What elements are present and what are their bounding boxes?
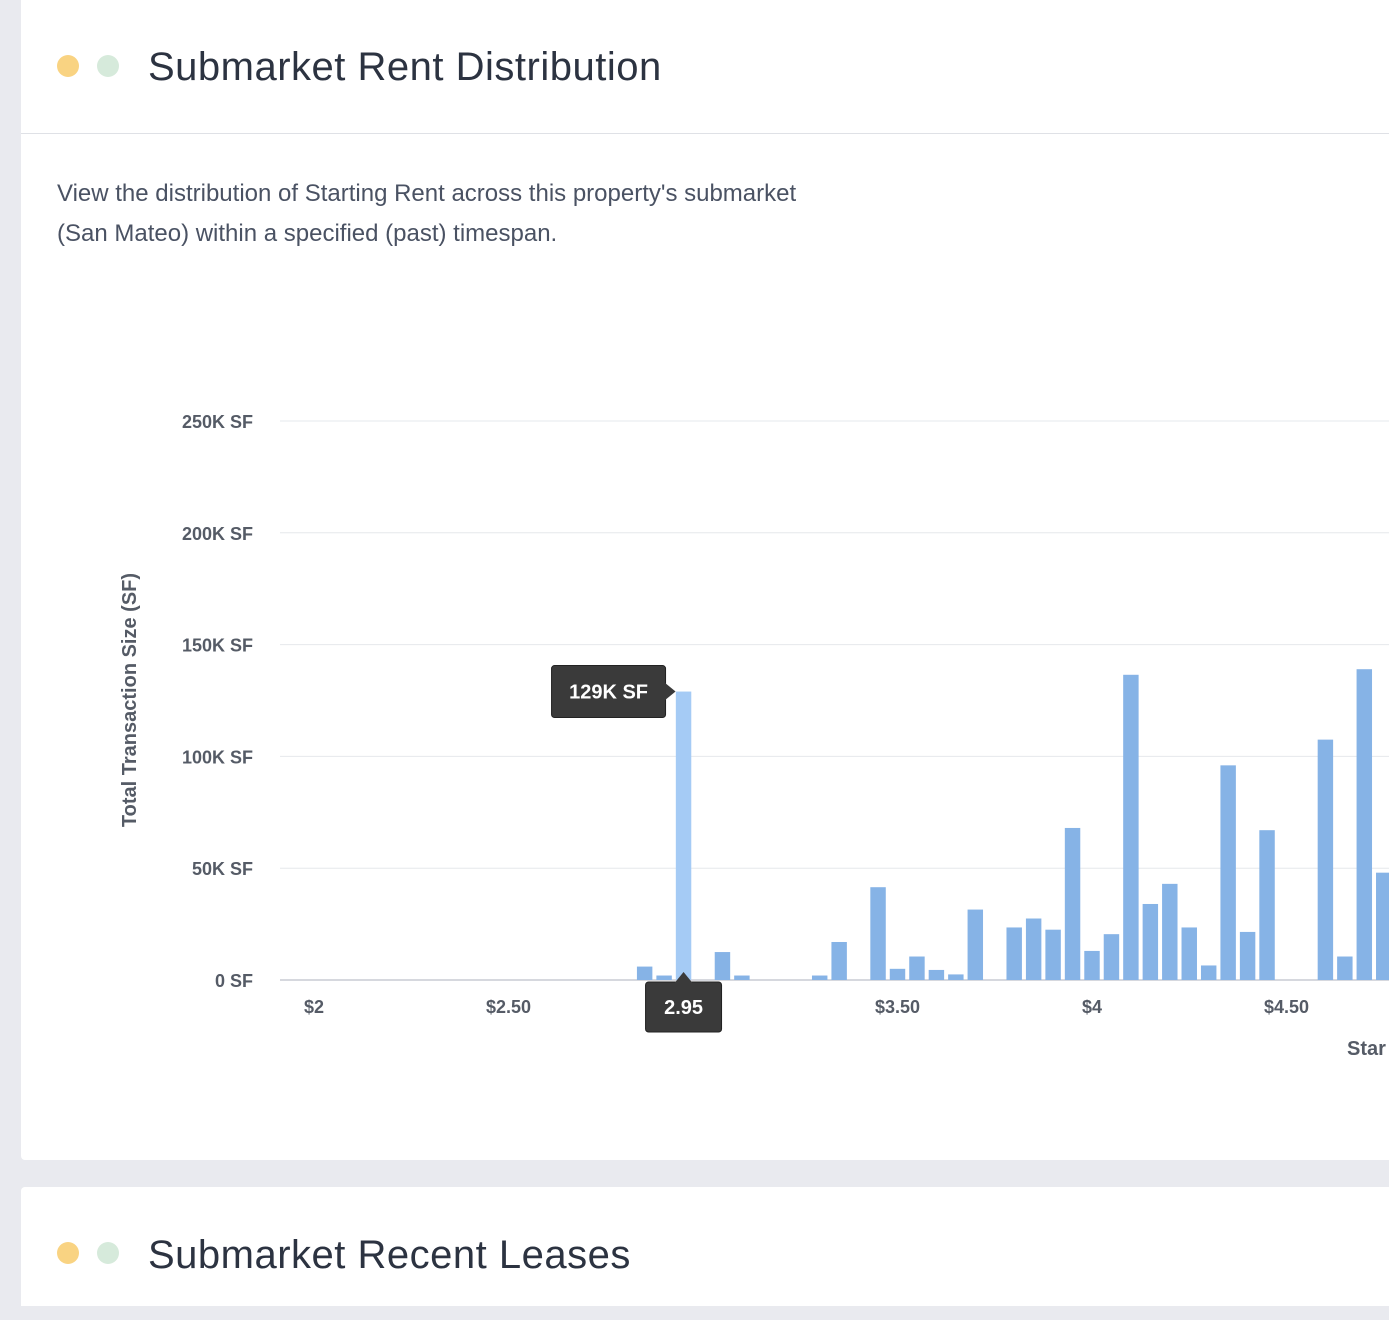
histogram-bar[interactable]: [1103, 934, 1120, 980]
x-tick-label: $3.50: [875, 997, 920, 1017]
histogram-bar[interactable]: [1162, 883, 1178, 980]
histogram-bar[interactable]: [1239, 931, 1256, 980]
histogram-bar[interactable]: [1200, 965, 1217, 980]
histogram-bar[interactable]: [811, 975, 828, 980]
rent-distribution-card: Submarket Rent Distribution View the dis…: [21, 0, 1389, 1160]
histogram-bar[interactable]: [889, 968, 906, 980]
x-axis-title: Star: [1347, 1038, 1386, 1060]
section-title: Submarket Recent Leases: [148, 1233, 631, 1277]
histogram-bar[interactable]: [909, 956, 925, 980]
histogram-bar[interactable]: [656, 975, 672, 980]
y-tick-label: 150K SF: [182, 636, 253, 656]
card-header: Submarket Recent Leases: [21, 1187, 1389, 1320]
histogram-bar[interactable]: [1181, 927, 1197, 980]
histogram-bar[interactable]: [1317, 739, 1334, 980]
value-tooltip-label: 129K SF: [569, 682, 648, 704]
x-tick-label: $2.50: [486, 997, 531, 1017]
histogram-bar[interactable]: [1356, 669, 1373, 980]
value-tooltip: 129K SF: [551, 665, 676, 719]
y-tick-label: 50K SF: [192, 859, 253, 879]
histogram-bar[interactable]: [1123, 674, 1139, 980]
histogram-bar[interactable]: [1064, 827, 1081, 980]
histogram-bar[interactable]: [948, 974, 964, 980]
histogram-bar[interactable]: [714, 952, 731, 980]
histogram-bar[interactable]: [1337, 956, 1353, 980]
section-description: View the distribution of Starting Rent a…: [57, 180, 797, 247]
status-dot-green: [97, 55, 119, 77]
x-value-tooltip-label: 2.95: [664, 997, 703, 1019]
rent-distribution-chart: 0 SF 50K SF 100K SF 150K SF 200K SF 250K SF $2…: [119, 412, 1389, 1060]
recent-leases-card: Submarket Recent Leases: [21, 1187, 1389, 1306]
x-value-tooltip: 2.95: [645, 972, 723, 1033]
y-tick-label: 100K SF: [182, 747, 253, 767]
y-axis-title: Total Transaction Size (SF): [119, 573, 141, 827]
histogram-bar[interactable]: [967, 909, 984, 980]
histogram-bar[interactable]: [636, 966, 653, 980]
card-header: Submarket Rent Distribution: [21, 0, 1389, 134]
x-tick-label: $2: [304, 997, 324, 1017]
y-tick-label: 250K SF: [182, 412, 253, 432]
histogram-bar[interactable]: [1045, 929, 1061, 980]
histogram-bar[interactable]: [1376, 872, 1389, 980]
status-dot-yellow: [57, 1242, 79, 1264]
histogram-bar[interactable]: [675, 691, 692, 980]
histogram-bar[interactable]: [1084, 950, 1100, 980]
histogram-bar[interactable]: [1006, 927, 1022, 980]
histogram-bar[interactable]: [1220, 765, 1236, 980]
histogram-bar[interactable]: [870, 887, 886, 980]
section-title: Submarket Rent Distribution: [148, 45, 662, 89]
histogram-bar[interactable]: [928, 969, 945, 980]
histogram-bar[interactable]: [1259, 830, 1275, 980]
histogram-bar[interactable]: [734, 975, 750, 980]
status-dot-green: [97, 1242, 119, 1264]
histogram-bar[interactable]: [831, 941, 847, 980]
x-tick-label: $4: [1082, 997, 1102, 1017]
y-tick-label: 200K SF: [182, 524, 253, 544]
status-dot-yellow: [57, 55, 79, 77]
histogram-bar[interactable]: [1142, 903, 1159, 980]
y-tick-label: 0 SF: [215, 971, 253, 991]
histogram-bar[interactable]: [1025, 918, 1042, 980]
x-tick-label: $4.50: [1264, 997, 1309, 1017]
